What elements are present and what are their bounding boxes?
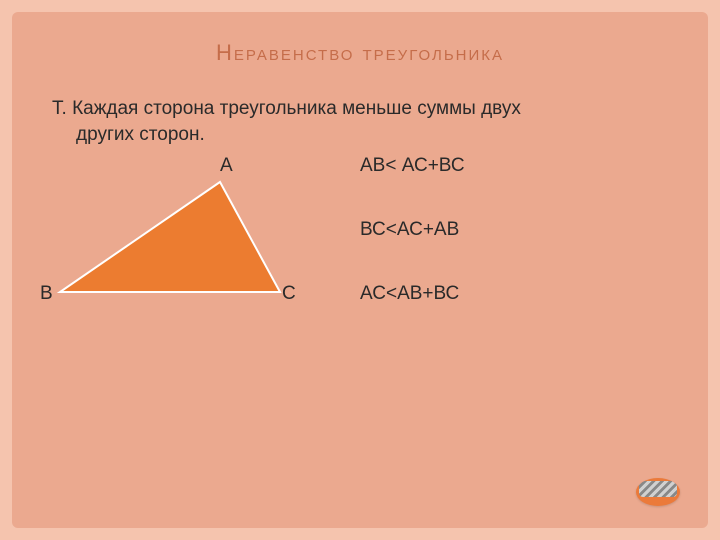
theorem-prefix: Т. bbox=[52, 98, 72, 119]
theorem-text: Т. Каждая сторона треугольника меньше су… bbox=[50, 96, 670, 147]
vertex-label-b: В bbox=[40, 283, 53, 305]
theorem-line-1: Каждая сторона треугольника меньше суммы… bbox=[72, 98, 521, 119]
triangle-figure bbox=[50, 157, 300, 307]
inequality-ab: АВ< АС+ВС bbox=[360, 155, 465, 177]
inequality-ac: АС<АВ+ВС bbox=[360, 283, 459, 305]
theorem-line-2: других сторон. bbox=[52, 122, 670, 148]
slide-title: Неравенство треугольника bbox=[50, 40, 670, 66]
vertex-label-a: А bbox=[220, 155, 233, 177]
outer-frame: Неравенство треугольника Т. Каждая сторо… bbox=[0, 0, 720, 540]
nav-button[interactable] bbox=[636, 478, 680, 506]
inequality-bc: ВС<АС+АВ bbox=[360, 219, 459, 241]
triangle-shape bbox=[60, 182, 280, 292]
vertex-label-c: С bbox=[282, 283, 296, 305]
figure-area: А В С АВ< АС+ВС ВС<АС+АВ АС<АВ+ВС bbox=[50, 157, 670, 377]
slide-panel: Неравенство треугольника Т. Каждая сторо… bbox=[12, 12, 708, 528]
nav-button-pattern-icon bbox=[639, 481, 677, 497]
